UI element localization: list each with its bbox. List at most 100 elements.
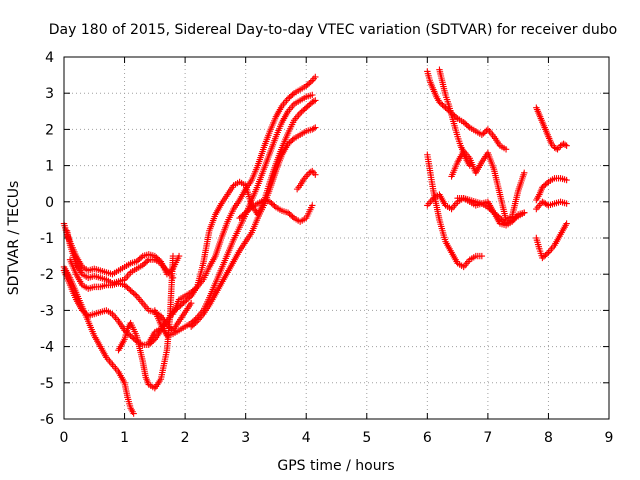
data-point xyxy=(245,206,252,214)
data-point xyxy=(521,209,528,216)
data-point xyxy=(169,252,177,260)
data-point xyxy=(128,333,136,341)
y-tick-label: -5 xyxy=(40,376,54,392)
data-point xyxy=(242,209,249,216)
x-tick-label: 9 xyxy=(605,430,614,446)
data-point xyxy=(307,168,314,176)
data-point xyxy=(81,309,89,317)
data-point xyxy=(236,214,243,222)
data-point xyxy=(306,80,313,87)
data-point xyxy=(180,299,187,306)
data-point xyxy=(128,288,136,296)
x-tick-label: 8 xyxy=(544,430,553,446)
x-tick-label: 6 xyxy=(423,430,432,446)
y-tick-label: -4 xyxy=(40,340,54,356)
y-tick-label: 1 xyxy=(45,159,54,175)
data-point xyxy=(465,123,472,130)
data-point xyxy=(542,181,549,188)
data-point xyxy=(306,101,313,109)
data-point xyxy=(540,253,548,260)
data-point xyxy=(287,137,295,145)
y-tick-label: 2 xyxy=(45,122,54,138)
data-point xyxy=(312,124,319,131)
data-point xyxy=(247,205,254,212)
data-point xyxy=(192,285,199,292)
data-point xyxy=(141,260,148,267)
data-point xyxy=(239,212,246,219)
x-tick-label: 7 xyxy=(483,430,492,446)
data-point xyxy=(142,259,149,266)
data-point xyxy=(240,210,248,218)
data-point xyxy=(563,200,570,207)
data-point xyxy=(478,131,486,139)
data-point xyxy=(563,176,570,184)
data-point xyxy=(312,73,319,81)
data-point xyxy=(184,295,192,302)
data-point xyxy=(296,109,304,117)
data-point xyxy=(301,105,308,113)
data-point xyxy=(271,202,278,210)
data-point xyxy=(237,213,245,220)
data-point xyxy=(437,100,445,107)
data-point xyxy=(289,91,296,98)
data-point xyxy=(127,332,134,339)
data-point xyxy=(189,287,196,295)
data-point xyxy=(460,118,467,126)
data-point xyxy=(303,104,310,111)
data-point xyxy=(131,291,139,298)
y-tick-label: -1 xyxy=(40,231,54,247)
data-point xyxy=(83,311,90,318)
data-point xyxy=(310,98,317,105)
data-point xyxy=(312,171,319,178)
data-point xyxy=(310,125,317,132)
data-points xyxy=(60,66,570,417)
x-axis-label: GPS time / hours xyxy=(277,458,394,474)
data-point xyxy=(286,139,293,146)
data-point xyxy=(298,108,305,115)
data-point xyxy=(144,257,151,265)
y-tick-label: 3 xyxy=(45,86,54,102)
data-point xyxy=(136,255,143,263)
data-point xyxy=(284,209,292,216)
data-point xyxy=(307,78,314,86)
data-point xyxy=(561,141,569,148)
grid xyxy=(64,57,609,419)
data-point xyxy=(130,410,137,417)
data-point xyxy=(563,142,570,149)
data-point xyxy=(268,199,275,207)
data-point xyxy=(480,130,487,137)
data-point xyxy=(138,254,145,261)
data-point xyxy=(540,182,548,190)
data-point xyxy=(189,322,196,329)
data-point xyxy=(481,128,489,136)
data-point xyxy=(289,213,296,220)
data-point xyxy=(436,99,443,106)
data-point xyxy=(461,120,469,127)
x-tick-label: 4 xyxy=(302,430,311,446)
axis-ticks: 0 1 2 3 4 5 6 7 8 9 -6 -5 -4 -3 -2 -1 0 1 2 3 4 xyxy=(40,50,613,446)
data-point xyxy=(124,284,131,291)
y-tick-label: 0 xyxy=(45,195,54,211)
data-point xyxy=(299,107,307,114)
y-tick-label: 4 xyxy=(45,50,54,66)
data-point xyxy=(133,258,140,265)
data-point xyxy=(127,287,134,294)
data-point xyxy=(269,201,277,208)
data-point xyxy=(539,254,546,262)
x-tick-label: 3 xyxy=(241,430,250,446)
x-tick-label: 2 xyxy=(181,430,190,446)
data-point xyxy=(125,331,133,338)
data-point xyxy=(284,95,292,102)
data-point xyxy=(287,92,295,100)
data-point xyxy=(309,202,316,209)
chart-title: Day 180 of 2015, Sidereal Day-to-day VTE… xyxy=(49,22,617,38)
data-point xyxy=(543,180,551,187)
data-point xyxy=(166,324,174,331)
data-point xyxy=(478,252,486,260)
data-point xyxy=(243,208,251,215)
data-point xyxy=(187,289,195,296)
data-point xyxy=(552,145,560,152)
data-point xyxy=(442,104,449,111)
y-tick-label: -2 xyxy=(40,267,54,283)
